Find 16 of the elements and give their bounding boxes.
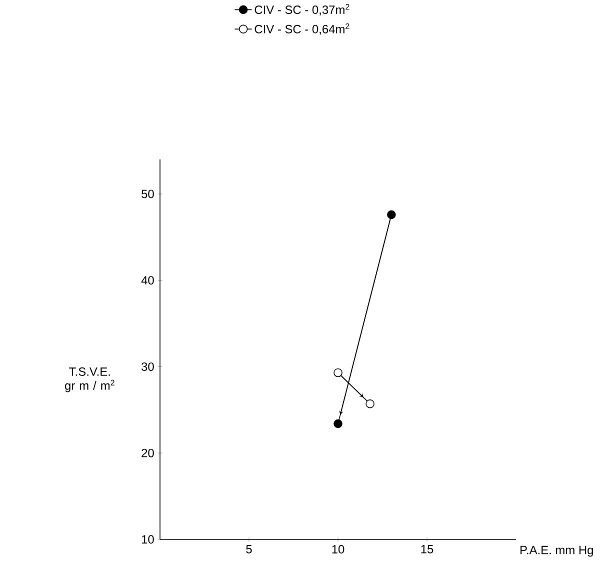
y-tick-label: 20 bbox=[142, 448, 154, 458]
y-tick-label: 50 bbox=[142, 190, 154, 198]
legend-label: CIV - SC - 0,37m$^{2}$ bbox=[254, 4, 350, 16]
y-tick-label: 30 bbox=[142, 362, 154, 371]
point bbox=[366, 399, 374, 408]
x-axis-title: P.A.E. mm Hg bbox=[520, 546, 593, 556]
x-tick-label: 10 bbox=[332, 544, 344, 554]
y-tick-label: 40 bbox=[141, 276, 154, 284]
point bbox=[334, 368, 342, 377]
legend-label: CIV - SC - 0,64m$^{2}$ bbox=[254, 23, 350, 35]
point bbox=[334, 419, 342, 428]
x-tick-label: 15 bbox=[421, 544, 434, 554]
point bbox=[387, 210, 396, 219]
y-tick-label: 10 bbox=[142, 534, 154, 544]
y-axis-title: T.S.V.E. gr m / m$^{2}$ bbox=[65, 367, 114, 392]
x-tick-label: 5 bbox=[246, 544, 252, 554]
